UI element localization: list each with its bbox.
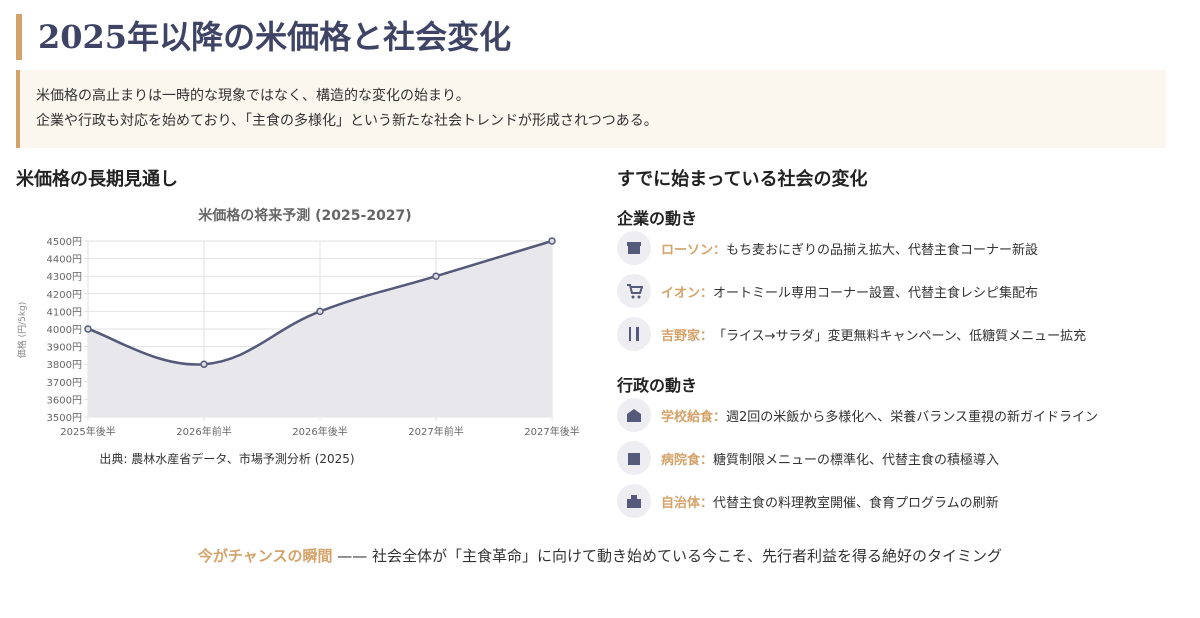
icon-glyph [628, 453, 640, 465]
footer-separator: —— [337, 547, 368, 565]
icon-glyph [627, 409, 641, 422]
y-tick-label: 3800円 [47, 360, 82, 371]
chart: 米価格の将来予測 (2025-2027) 価格 (円/5kg) 出典: 農林水産… [16, 207, 580, 466]
y-tick-label: 4100円 [47, 307, 82, 318]
item-name: 吉野家： [661, 328, 714, 344]
item-icon [617, 274, 651, 308]
section-heading: 米価格の長期見通し [16, 169, 178, 190]
y-tick-label: 4500円 [47, 237, 82, 248]
section-heading: すでに始まっている社会の変化 [617, 169, 868, 190]
item-text: もち麦おにぎりの品揃え拡大、代替主食コーナー新設 [726, 242, 1039, 258]
x-tick-label: 2025年後半 [60, 425, 115, 438]
data-point [432, 272, 440, 280]
x-tick-label: 2026年前半 [176, 425, 231, 438]
x-tick-label: 2027年前半 [408, 425, 463, 438]
change-item: 病院食： 糖質制限メニューの標準化、代替主食の積極導入 [617, 441, 999, 475]
item-name: 学校給食： [661, 409, 727, 425]
change-item: ローソン： もち麦おにぎりの品揃え拡大、代替主食コーナー新設 [617, 231, 1038, 265]
y-tick-label: 4200円 [47, 290, 82, 301]
chart-source: 出典: 農林水産省データ、市場予測分析 (2025) [99, 451, 354, 466]
data-point [548, 237, 556, 245]
intro-line: 米価格の高止まりは一時的な現象ではなく、構造的な変化の始まり。 [36, 88, 470, 104]
y-tick-label: 3500円 [47, 413, 82, 424]
item-name: イオン： [661, 285, 714, 301]
line-area [88, 241, 552, 417]
x-tick-label: 2026年後半 [292, 425, 347, 438]
data-point [200, 360, 208, 368]
y-axis-label: 価格 (円/5kg) [16, 302, 28, 359]
change-item: イオン： オートミール専用コーナー設置、代替主食レシピ集配布 [617, 274, 1038, 308]
footer: 今がチャンスの瞬間 —— 社会全体が「主食革命」に向けて動き始めている今こそ、先… [0, 545, 1200, 566]
y-tick-label: 3900円 [47, 343, 82, 354]
item-text: 週2回の米飯から多様化へ、栄養バランス重視の新ガイドライン [726, 409, 1099, 425]
icon-glyph [629, 327, 639, 341]
y-tick-label: 4300円 [47, 272, 82, 283]
intro-box: 米価格の高止まりは一時的な現象ではなく、構造的な変化の始まり。 企業や行政も対応… [16, 70, 1166, 148]
icon-glyph [627, 284, 643, 299]
footer-text: 社会全体が「主食革命」に向けて動き始めている今こそ、先行者利益を得る絶好のタイミ… [372, 547, 1003, 565]
change-item: 自治体： 代替主食の料理教室開催、食育プログラムの刷新 [617, 484, 999, 518]
item-icon [617, 441, 651, 475]
item-name: 病院食： [661, 452, 714, 468]
item-text: 「ライス→サラダ」変更無料キャンペーン、低糖質メニュー拡充 [713, 328, 1087, 344]
page-title: 2025年以降の米価格と社会変化 [16, 14, 511, 60]
data-point [84, 325, 92, 333]
icon-glyph [627, 242, 641, 254]
item-icon [617, 398, 651, 432]
subsection-heading: 企業の動き [617, 209, 698, 228]
item-text: オートミール専用コーナー設置、代替主食レシピ集配布 [713, 285, 1039, 301]
item-name: ローソン： [661, 242, 727, 258]
data-point [316, 307, 324, 316]
footer-highlight: 今がチャンスの瞬間 [197, 547, 333, 565]
icon-glyph [627, 495, 641, 508]
intro-line: 企業や行政も対応を始めており、「主食の多様化」という新たな社会トレンドが形成され… [36, 113, 658, 129]
chart-title: 米価格の将来予測 (2025-2027) [198, 207, 411, 224]
y-tick-label: 4000円 [47, 325, 82, 336]
y-tick-label: 3700円 [47, 378, 82, 389]
item-icon [617, 231, 651, 265]
item-text: 糖質制限メニューの標準化、代替主食の積極導入 [713, 452, 1000, 468]
item-icon [617, 484, 651, 518]
item-text: 代替主食の料理教室開催、食育プログラムの刷新 [713, 495, 999, 511]
item-name: 自治体： [661, 495, 714, 511]
change-item: 学校給食： 週2回の米飯から多様化へ、栄養バランス重視の新ガイドライン [617, 398, 1098, 432]
item-icon [617, 317, 651, 351]
x-tick-label: 2027年後半 [524, 425, 579, 438]
change-item: 吉野家： 「ライス→サラダ」変更無料キャンペーン、低糖質メニュー拡充 [617, 317, 1086, 351]
y-tick-label: 3600円 [47, 395, 82, 406]
y-tick-label: 4400円 [47, 255, 82, 266]
subsection-heading: 行政の動き [617, 376, 698, 395]
